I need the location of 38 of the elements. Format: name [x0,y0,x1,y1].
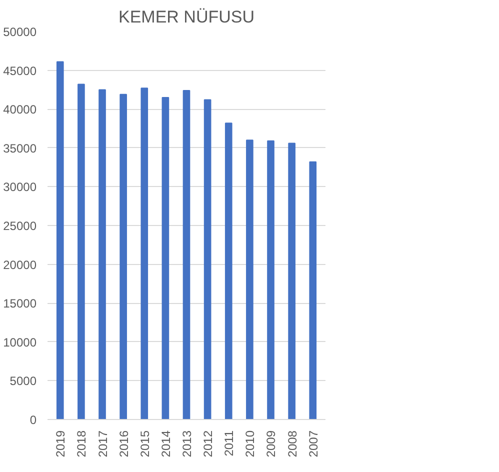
bar [288,142,296,420]
bar [78,84,85,420]
bar [246,140,254,420]
bar [309,161,317,420]
bar [267,140,274,420]
x-tick-label: 2016 [116,430,131,458]
bar [98,89,106,420]
bar [204,99,212,420]
x-tick-label: 2007 [306,430,320,458]
x-tick-label: 2014 [158,430,173,458]
x-tick-label: 2008 [285,430,300,458]
x-tick-label: 2009 [264,430,278,458]
y-tick-label: 5000 [10,374,37,388]
y-tick-label: 15000 [3,296,37,311]
x-tick-label: 2017 [96,430,110,458]
x-tick-label: 2011 [222,430,236,456]
bar [56,61,64,420]
y-tick-label: 50000 [3,25,37,39]
y-tick-label: 35000 [3,141,37,156]
x-tick-label: 2013 [180,430,194,458]
x-tick-label: 2010 [243,430,258,458]
bar [224,122,232,420]
y-tick-label: 10000 [3,335,37,350]
x-tick-label: 2012 [201,430,216,458]
y-tick-label: 20000 [3,258,37,272]
bar [182,90,190,420]
y-tick-label: 40000 [3,102,37,117]
y-tick-label: 25000 [3,219,37,233]
chart-title: KEMER NÜFUSU [118,8,255,26]
y-tick-label: 45000 [3,64,37,78]
x-tick-label: 2015 [138,430,152,458]
x-tick-label: 2018 [74,430,89,458]
x-tick-label: 2019 [54,430,68,458]
y-tick-label: 0 [30,413,37,427]
bar [162,96,170,420]
bar [120,94,127,420]
y-tick-label: 30000 [3,180,37,194]
bar [140,88,148,420]
